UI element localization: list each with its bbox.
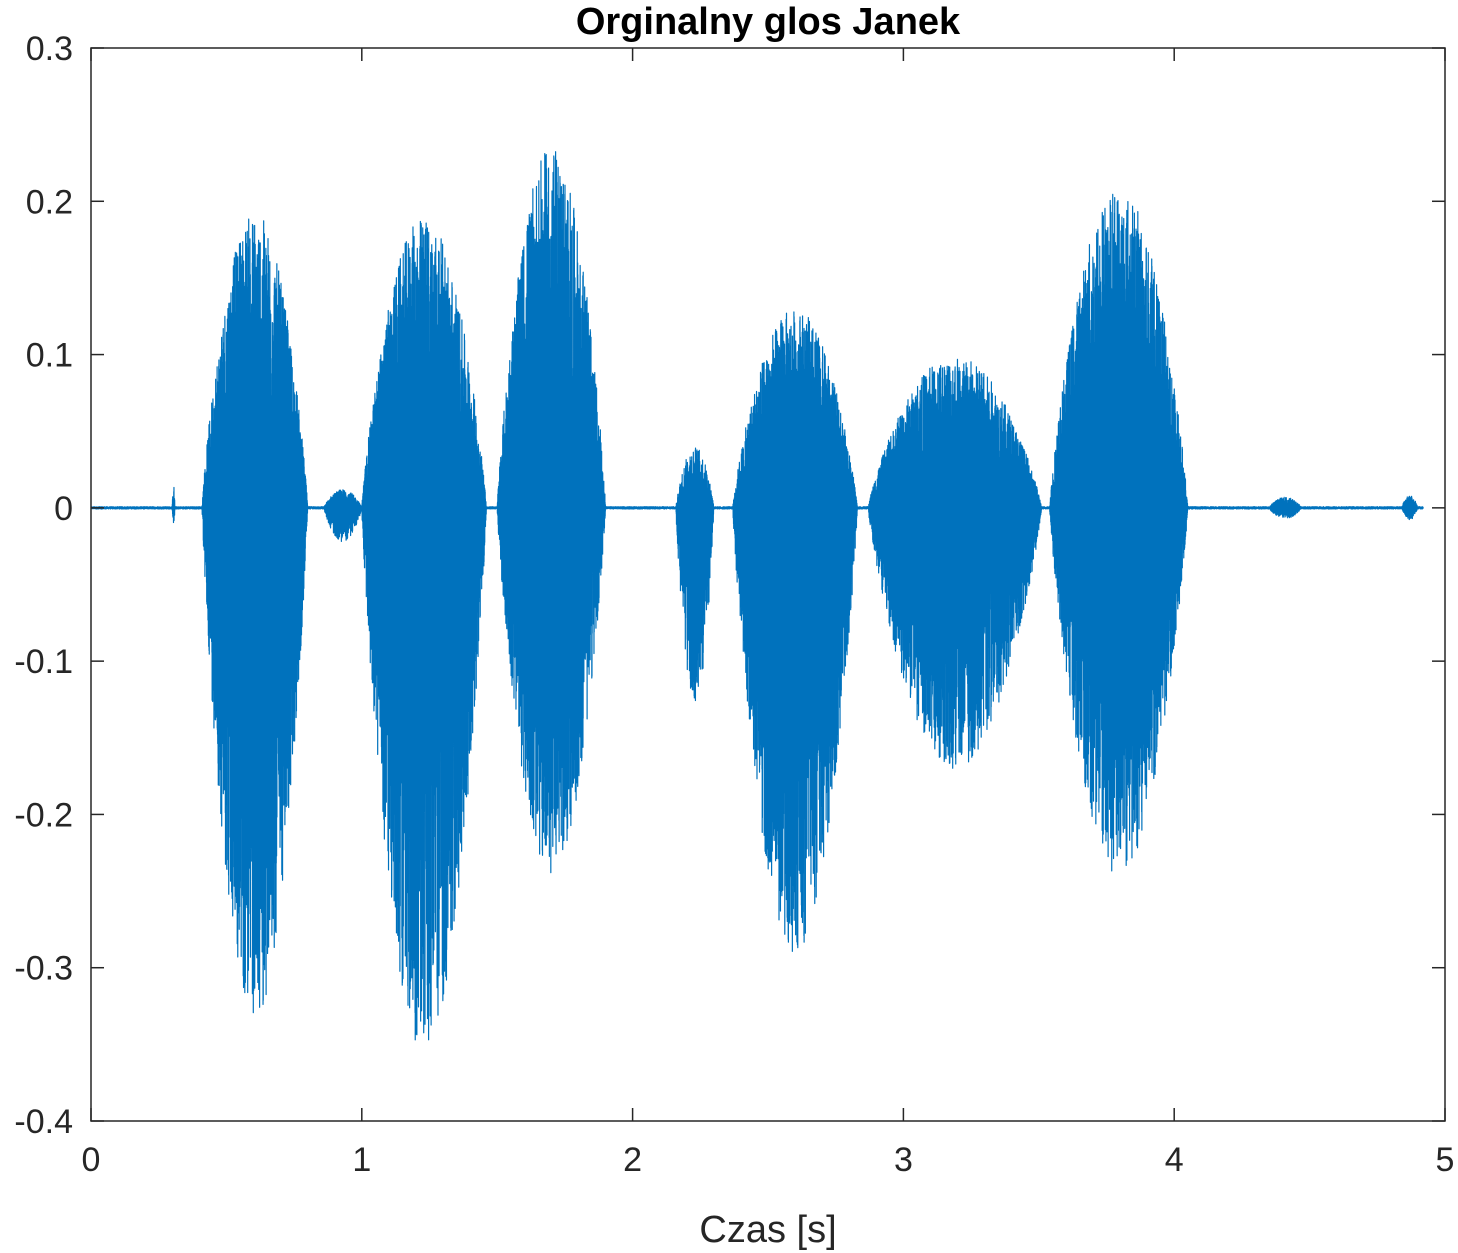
x-tick-label: 5	[1436, 1141, 1455, 1179]
y-tick-label: 0.1	[26, 337, 73, 375]
y-tick-label: 0.2	[26, 183, 73, 221]
y-tick-label: 0.3	[26, 30, 73, 68]
y-tick-label: -0.2	[14, 796, 73, 834]
y-tick-label: -0.3	[14, 950, 73, 988]
x-tick-label: 1	[352, 1141, 371, 1179]
waveform-series-line	[91, 151, 1424, 1041]
y-tick-label: 0	[54, 490, 73, 528]
x-tick-label: 4	[1165, 1141, 1184, 1179]
plot-area	[91, 151, 1424, 1041]
y-tick-label: -0.1	[14, 643, 73, 681]
axis-ticks: 0 1 2 3 4 5 0.3 0.2 0.1 0 -0.1 -0.2 -0.3 -0.4	[14, 30, 1454, 1179]
x-axis-label: Czas [s]	[699, 1209, 836, 1251]
chart-title: Orginalny glos Janek	[576, 1, 961, 43]
x-tick-label: 3	[894, 1141, 913, 1179]
axes-box	[90, 47, 1446, 1122]
x-tick-label: 2	[623, 1141, 642, 1179]
y-tick-label: -0.4	[14, 1103, 73, 1141]
x-tick-label: 0	[82, 1141, 101, 1179]
